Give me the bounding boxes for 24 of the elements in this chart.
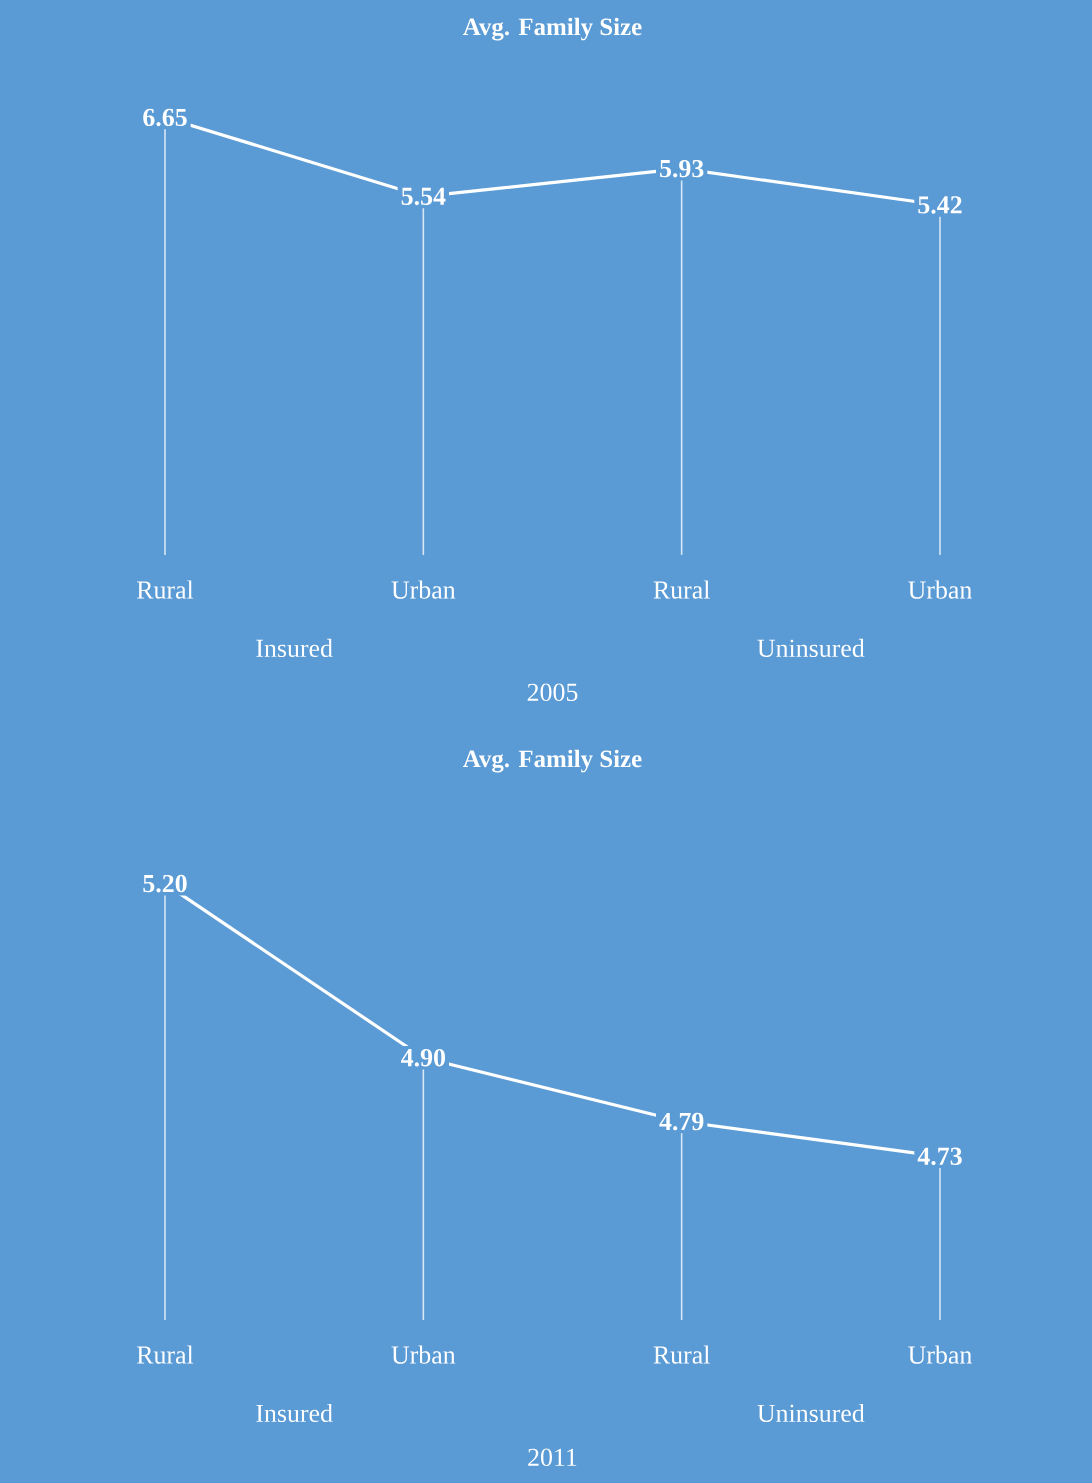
x-axis-title: 2005 xyxy=(527,683,578,702)
chart-title: Avg. Family Size xyxy=(463,749,642,773)
data-label: 4.73 xyxy=(917,1147,962,1166)
x-tick-label: Rural xyxy=(136,1345,194,1364)
text: Insured xyxy=(256,638,333,658)
text: Uninsured xyxy=(757,1403,865,1423)
x-tick-label: Urban xyxy=(391,580,456,599)
x-tick-label: Urban xyxy=(391,1345,456,1364)
x-axis-title: 2011 xyxy=(528,1448,577,1467)
data-label: 5.54 xyxy=(401,187,446,206)
text: Insured xyxy=(256,1403,333,1423)
text: Uninsured xyxy=(757,638,865,658)
x-tick-label: Urban xyxy=(908,580,972,599)
data-label: 6.65 xyxy=(143,108,187,127)
data-label: 4.90 xyxy=(401,1048,446,1067)
data-label: 4.79 xyxy=(659,1112,704,1131)
x-tick-label: Rural xyxy=(653,580,710,599)
x-tick-label: Rural xyxy=(653,1345,710,1364)
x-tick-label: Urban xyxy=(908,1345,972,1364)
x-tick-label: Rural xyxy=(136,580,194,599)
chart-title: Avg. Family Size xyxy=(463,17,642,41)
data-label: 5.93 xyxy=(660,159,704,178)
data-label: 5.42 xyxy=(918,196,962,214)
data-label: 5.20 xyxy=(143,874,187,893)
